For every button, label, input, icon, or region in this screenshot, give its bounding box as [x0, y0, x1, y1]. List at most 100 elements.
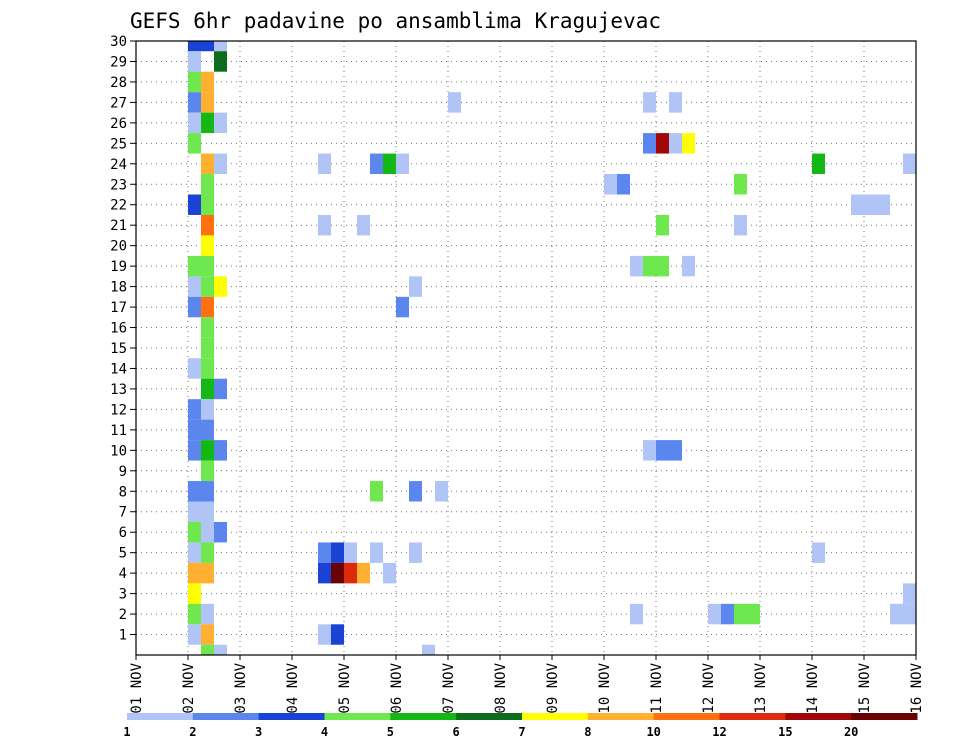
data-cell: [435, 481, 448, 502]
legend-label: 8: [584, 725, 591, 739]
data-cell: [188, 562, 201, 584]
legend-swatch: [127, 713, 194, 720]
data-cell: [643, 440, 656, 461]
data-cell: [396, 296, 409, 318]
data-cell: [734, 603, 747, 625]
data-cell: [201, 112, 214, 134]
data-cell: [201, 358, 214, 379]
legend-swatch: [258, 713, 325, 720]
data-cell: [201, 92, 214, 113]
y-tick-label: 1: [119, 628, 127, 644]
data-cell: [214, 41, 227, 52]
data-cell: [188, 481, 201, 502]
legend-label: 5: [387, 725, 394, 739]
data-cell: [890, 603, 903, 625]
grid-lines: [136, 41, 916, 655]
data-cell: [617, 174, 630, 195]
legend-swatch: [324, 713, 391, 720]
data-cell: [201, 378, 214, 400]
data-cell: [409, 481, 422, 502]
data-cell: [214, 521, 227, 543]
data-cell: [201, 562, 214, 584]
y-tick-label: 19: [110, 259, 127, 275]
legend-swatch: [653, 713, 720, 720]
data-cell: [188, 255, 201, 277]
data-cell: [669, 133, 682, 154]
data-cell: [201, 440, 214, 461]
data-cell: [383, 562, 396, 584]
data-cell: [357, 562, 370, 584]
data-cell: [201, 255, 214, 277]
data-cell: [344, 542, 357, 563]
data-cell: [201, 460, 214, 482]
data-cell: [344, 562, 357, 584]
data-cell: [188, 276, 201, 297]
legend-label: 15: [778, 725, 792, 739]
x-tick-label: 07 NOV: [441, 662, 457, 713]
y-tick-label: 27: [110, 95, 127, 111]
x-tick-label: 14 NOV: [805, 662, 821, 713]
x-tick-label: 15 NOV: [857, 662, 873, 713]
y-tick-label: 6: [119, 525, 127, 541]
data-cell: [864, 194, 877, 215]
data-cell: [201, 644, 214, 655]
legend-label: 7: [518, 725, 525, 739]
y-tick-label: 5: [119, 546, 127, 562]
x-tick-label: 03 NOV: [233, 662, 249, 713]
legend-label: 3: [255, 725, 262, 739]
y-tick-label: 21: [110, 218, 127, 234]
data-cell: [721, 603, 734, 625]
data-cell: [201, 419, 214, 441]
data-cell: [188, 51, 201, 72]
data-cell: [812, 542, 825, 563]
y-tick-label: 23: [110, 177, 127, 193]
y-tick-label: 2: [119, 607, 127, 623]
y-tick-label: 26: [110, 116, 127, 132]
data-cell: [201, 276, 214, 297]
y-tick-label: 3: [119, 587, 127, 603]
data-cell: [747, 603, 760, 625]
x-tick-label: 12 NOV: [701, 662, 717, 713]
x-tick-label: 06 NOV: [389, 662, 405, 713]
legend-label: 12: [712, 725, 726, 739]
data-cell: [422, 644, 435, 655]
data-cell: [669, 92, 682, 113]
data-cell: [214, 51, 227, 72]
x-tick-label: 05 NOV: [337, 662, 353, 713]
data-cell: [201, 174, 214, 195]
y-tick-label: 17: [110, 300, 127, 316]
legend-label: 1: [123, 725, 130, 739]
data-cell: [188, 41, 201, 52]
legend-swatch: [192, 713, 260, 720]
data-cell: [643, 92, 656, 113]
data-cell: [903, 583, 916, 604]
data-cell: [682, 133, 695, 154]
legend-swatch: [456, 713, 523, 720]
data-cell: [370, 153, 383, 175]
data-cell: [201, 317, 214, 338]
legend-swatch: [851, 713, 918, 720]
data-cell: [656, 133, 669, 154]
data-cell: [201, 235, 214, 256]
data-cell: [188, 521, 201, 543]
data-cell: [201, 501, 214, 522]
data-cell: [201, 542, 214, 563]
x-tick-label: 09 NOV: [545, 662, 561, 713]
data-cell: [318, 562, 331, 584]
legend-swatch: [587, 713, 655, 720]
data-cell: [318, 542, 331, 563]
data-cells: [188, 41, 916, 655]
y-tick-label: 14: [110, 361, 127, 377]
data-cell: [214, 276, 227, 297]
data-cell: [656, 214, 669, 236]
data-cell: [214, 112, 227, 134]
data-cell: [188, 440, 201, 461]
x-axis-ticks: 01 NOV 02 NOV 03 NOV 04 NOV 05 NOV 06 NOV 07 N…: [129, 655, 925, 714]
data-cell: [318, 153, 331, 175]
data-cell: [318, 214, 331, 236]
data-cell: [188, 71, 201, 93]
data-cell: [331, 542, 344, 563]
data-cell: [188, 419, 201, 441]
y-tick-label: 30: [110, 34, 127, 50]
